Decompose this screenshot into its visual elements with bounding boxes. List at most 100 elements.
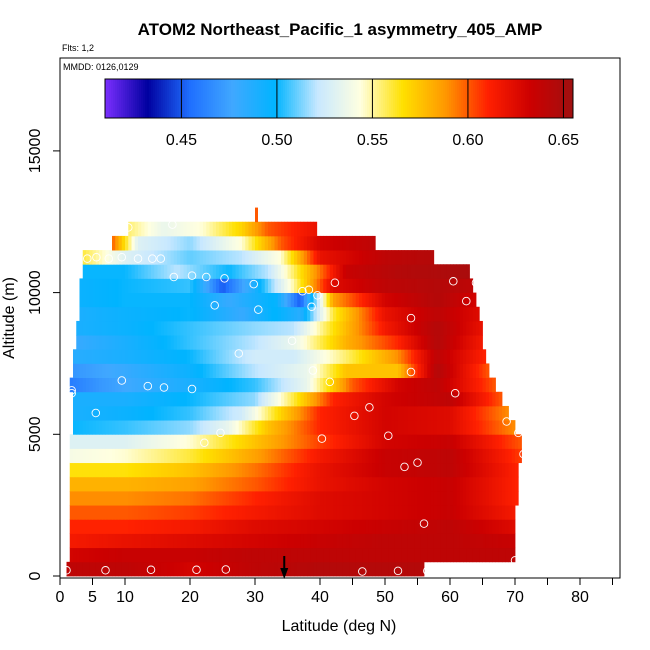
heatmap-cell [281,278,285,293]
heatmap-cell [251,221,256,237]
heatmap-cell [225,235,230,251]
heatmap-cell [349,306,353,322]
heatmap-cell [437,405,441,421]
heatmap-cell [79,420,84,435]
heatmap-cell [333,250,337,265]
heatmap-cell [264,434,269,449]
heatmap-cell [128,448,132,464]
heatmap-cell [417,377,422,393]
heatmap-cell [485,490,490,506]
sample-point [325,377,335,387]
heatmap-cell [453,306,457,322]
heatmap-cell [372,264,376,279]
heatmap-cell [108,377,113,393]
heatmap-cell [502,405,506,421]
heatmap-cell [232,405,236,421]
heatmap-cell [368,264,373,279]
heatmap-cell [284,335,288,350]
heatmap-cell [355,547,360,563]
heatmap-cell [446,547,451,563]
heatmap-cell [183,448,188,464]
heatmap-cell [407,264,412,279]
heatmap-cell [459,533,464,549]
heatmap-cell [212,533,217,549]
heatmap-cell [222,476,227,492]
heatmap-cell [173,363,178,379]
heatmap-cell [235,505,240,520]
heatmap-cell [271,278,275,293]
heatmap-cell [173,533,178,549]
heatmap-cell [128,561,132,577]
heatmap-cell [138,533,142,549]
colorbar-swatch [417,79,420,118]
sample-point [514,428,523,438]
heatmap-cell [209,292,214,308]
heatmap-cell [73,405,77,421]
heatmap-cell [196,250,201,265]
colorbar-swatch [173,79,176,118]
heatmap-cell [251,405,256,421]
heatmap-cell [199,278,204,293]
heatmap-cell [391,363,396,379]
heatmap-cell [381,278,386,293]
heatmap-cell [164,391,168,407]
heatmap-cell [303,505,308,520]
heatmap-cell [138,292,142,308]
heatmap-cell [164,250,168,265]
heatmap-cell [300,250,305,265]
heatmap-cell [417,434,422,449]
heatmap-cell [446,363,451,379]
heatmap-cell [352,292,357,308]
heatmap-cell [391,377,396,393]
heatmap-cell [498,405,503,421]
heatmap-cell [196,462,201,478]
heatmap-cell [255,505,259,520]
heatmap-cell [355,292,360,308]
heatmap-cell [147,547,152,563]
heatmap-cell [134,519,139,534]
heatmap-cell [245,349,249,364]
heatmap-cell [177,405,181,421]
heatmap-cell [102,519,106,534]
heatmap-cell [242,335,246,350]
heatmap-cell [368,561,373,577]
heatmap-cell [190,448,194,464]
heatmap-cell [177,278,181,293]
heatmap-cell [209,235,214,251]
heatmap-cell [303,434,308,449]
heatmap-cell [268,306,272,322]
heatmap-cell [307,462,311,478]
heatmap-cell [177,221,181,237]
heatmap-cell [144,505,149,520]
colorbar-swatch [293,79,296,118]
heatmap-cell [381,250,386,265]
heatmap-cell [170,462,175,478]
heatmap-cell [375,335,379,350]
heatmap-cell [245,235,249,251]
heatmap-cell [427,547,431,563]
heatmap-cell [79,462,84,478]
heatmap-cell [313,533,318,549]
heatmap-cell [365,490,370,506]
heatmap-cell [219,434,223,449]
sample-point [104,254,114,263]
heatmap-cell [339,235,344,251]
heatmap-cell [95,250,100,265]
heatmap-cell [479,405,483,421]
heatmap-cell [323,547,327,563]
heatmap-cell [459,434,464,449]
heatmap-cell [394,434,399,449]
heatmap-cell [219,235,223,251]
heatmap-cell [125,420,129,435]
heatmap-cell [128,391,132,407]
heatmap-cell [232,547,236,563]
heatmap-cell [463,278,467,293]
heatmap-cell [463,490,467,506]
heatmap-cell [235,519,240,534]
heatmap-cell [186,561,191,577]
colorbar-swatch [331,79,334,118]
heatmap-cell [128,320,132,336]
heatmap-cell [99,250,103,265]
heatmap-cell [420,391,425,407]
heatmap-cell [424,278,428,293]
